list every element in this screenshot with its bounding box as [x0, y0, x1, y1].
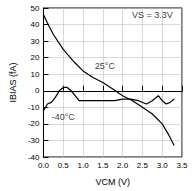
- svg-text:-40: -40: [27, 152, 40, 162]
- svg-text:-40°C: -40°C: [52, 112, 76, 122]
- svg-text:2.0: 2.0: [117, 161, 129, 170]
- svg-text:20: 20: [31, 53, 40, 62]
- svg-text:1.5: 1.5: [97, 161, 109, 170]
- svg-text:30: 30: [31, 37, 40, 46]
- svg-text:IBIAS (fA): IBIAS (fA): [8, 62, 18, 102]
- svg-text:3.5: 3.5: [176, 161, 188, 170]
- svg-text:0.0: 0.0: [38, 161, 50, 170]
- svg-text:VS = 3.3V: VS = 3.3V: [132, 10, 173, 20]
- svg-text:0.5: 0.5: [58, 161, 70, 170]
- svg-text:-10: -10: [28, 103, 40, 112]
- svg-text:40: 40: [31, 20, 40, 29]
- svg-text:25°C: 25°C: [95, 61, 116, 71]
- svg-text:2.5: 2.5: [137, 161, 149, 170]
- svg-text:50: 50: [31, 4, 40, 13]
- svg-text:-30: -30: [28, 136, 40, 145]
- svg-text:0: 0: [35, 86, 40, 95]
- svg-text:10: 10: [31, 70, 40, 79]
- svg-text:-20: -20: [28, 119, 40, 128]
- svg-text:1.0: 1.0: [77, 161, 89, 170]
- svg-text:VCM (V): VCM (V): [95, 177, 129, 187]
- svg-text:3.0: 3.0: [157, 161, 169, 170]
